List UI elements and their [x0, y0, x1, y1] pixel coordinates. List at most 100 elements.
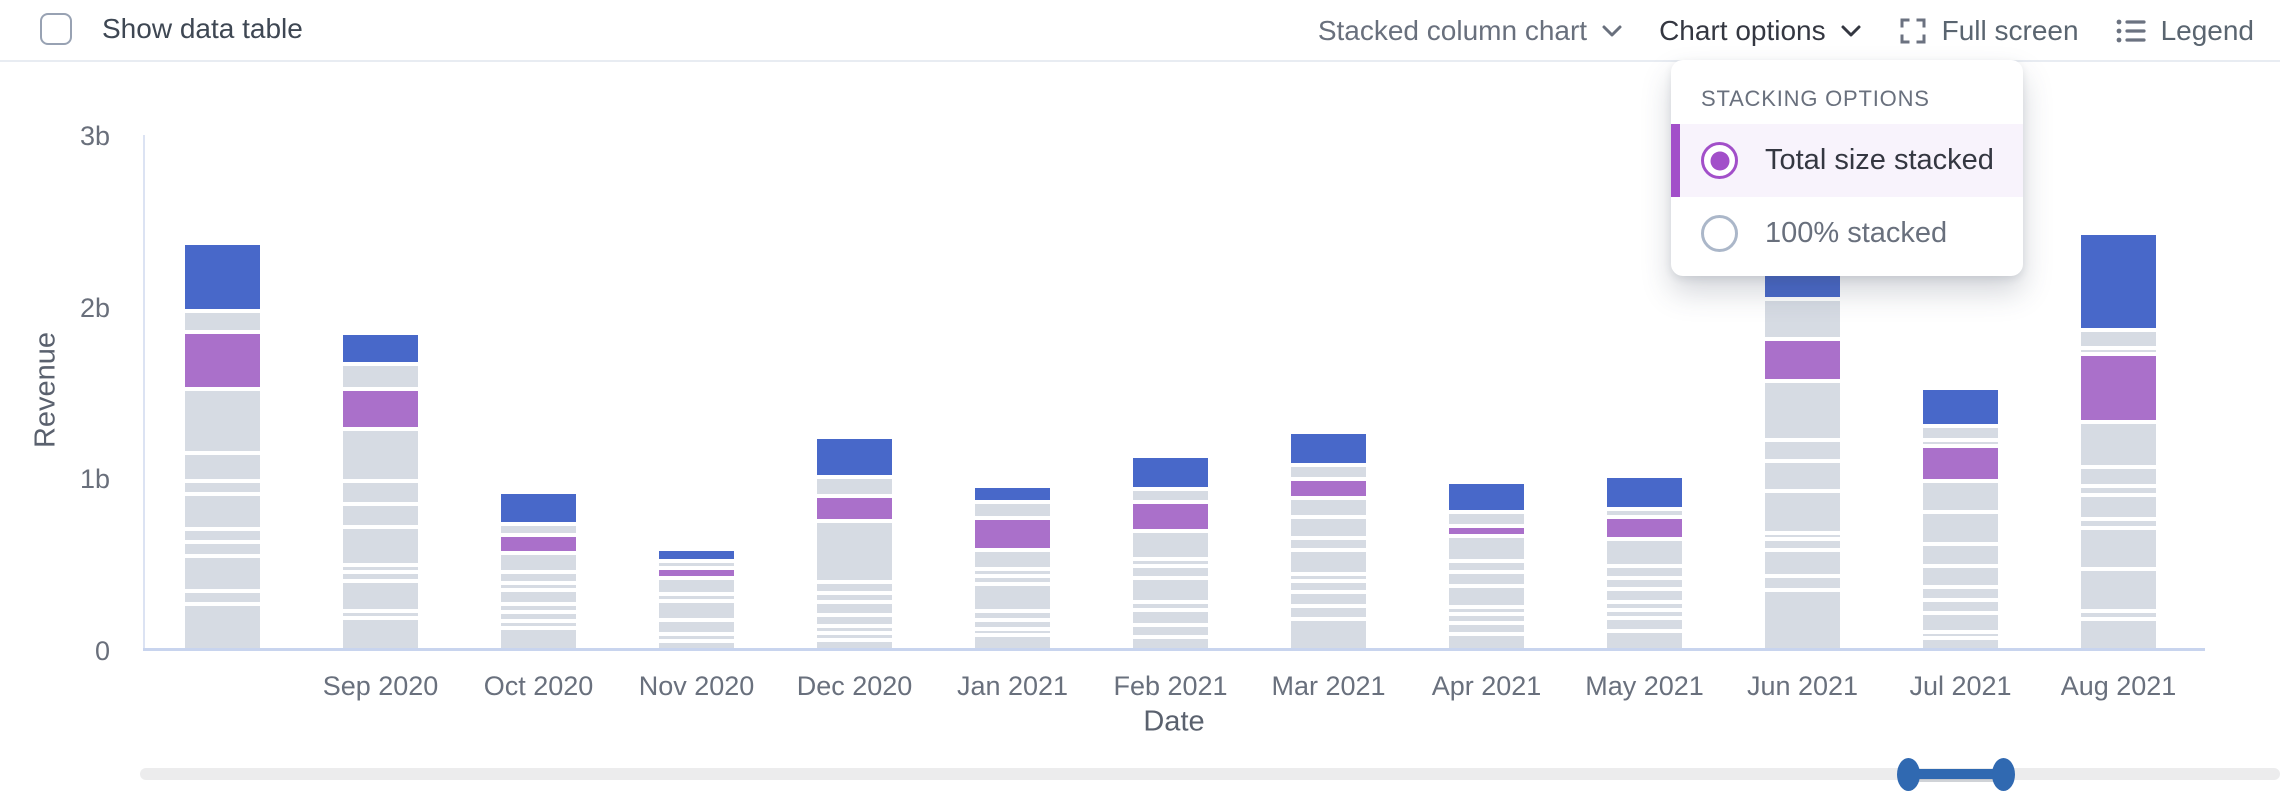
bar-segment-other-series-gray[interactable]: [1291, 540, 1366, 548]
bar-segment-highlight-blue[interactable]: [2081, 235, 2156, 328]
bar-segment-other-series-gray[interactable]: [1765, 301, 1840, 337]
bar-segment-highlight-blue[interactable]: [975, 488, 1050, 500]
bar-segment-other-series-gray[interactable]: [1291, 594, 1366, 604]
bar-segment-other-series-gray[interactable]: [343, 366, 418, 387]
bar-segment-other-series-gray[interactable]: [1923, 602, 1998, 611]
bar-segment-other-series-gray[interactable]: [975, 586, 1050, 609]
time-range-slider-selection[interactable]: [1908, 769, 2004, 779]
bar-segment-other-series-gray[interactable]: [1291, 500, 1366, 515]
bar-segment-other-series-gray[interactable]: [1449, 588, 1524, 605]
bar-segment-other-series-gray[interactable]: [1765, 578, 1840, 588]
bar-segment-other-series-gray[interactable]: [817, 617, 892, 624]
bar-segment-other-series-gray[interactable]: [659, 580, 734, 592]
bar-segment-other-series-gray[interactable]: [1133, 568, 1208, 576]
radio-unselected-icon[interactable]: [1701, 215, 1738, 252]
bar-segment-other-series-gray[interactable]: [1607, 604, 1682, 608]
bar-segment-other-series-gray[interactable]: [2081, 488, 2156, 493]
bar-segment-other-series-gray[interactable]: [2081, 621, 2156, 648]
bar-segment-other-series-gray[interactable]: [185, 391, 260, 451]
bar-segment-other-series-gray[interactable]: [1765, 383, 1840, 438]
bar-jan-2021[interactable]: [975, 488, 1050, 648]
bar-segment-other-series-gray[interactable]: [2081, 571, 2156, 609]
bar-segment-other-series-gray[interactable]: [1133, 580, 1208, 600]
bar-segment-other-series-gray[interactable]: [2081, 332, 2156, 346]
bar-segment-other-series-gray[interactable]: [1765, 535, 1840, 537]
bar-segment-other-series-gray[interactable]: [817, 584, 892, 591]
bar-segment-highlight-blue[interactable]: [817, 439, 892, 475]
bar-segment-other-series-gray[interactable]: [975, 622, 1050, 627]
bar-segment-other-series-gray[interactable]: [1291, 621, 1366, 648]
bar-segment-highlight-purple[interactable]: [817, 498, 892, 519]
bar-segment-highlight-blue[interactable]: [1449, 484, 1524, 510]
bar-segment-other-series-gray[interactable]: [1607, 591, 1682, 600]
bar-segment-other-series-gray[interactable]: [659, 636, 734, 639]
bar-segment-other-series-gray[interactable]: [1607, 541, 1682, 564]
bar-segment-other-series-gray[interactable]: [1291, 467, 1366, 477]
bar-segment-other-series-gray[interactable]: [2081, 530, 2156, 567]
bar-segment-other-series-gray[interactable]: [343, 613, 418, 616]
bar-segment-other-series-gray[interactable]: [1133, 639, 1208, 648]
bar-segment-other-series-gray[interactable]: [1449, 625, 1524, 632]
bar-segment-other-series-gray[interactable]: [1449, 563, 1524, 570]
time-range-slider-handle-left[interactable]: [1897, 758, 1920, 791]
bar-segment-other-series-gray[interactable]: [817, 642, 892, 648]
bar-segment-highlight-blue[interactable]: [659, 551, 734, 559]
bar-segment-highlight-purple[interactable]: [1449, 528, 1524, 534]
legend-button[interactable]: Legend: [2115, 15, 2254, 47]
bar-segment-other-series-gray[interactable]: [2081, 613, 2156, 617]
bar-segment-highlight-purple[interactable]: [975, 520, 1050, 548]
bar-segment-highlight-purple[interactable]: [659, 570, 734, 576]
bar-segment-other-series-gray[interactable]: [1923, 589, 1998, 598]
bar-segment-highlight-blue[interactable]: [1291, 434, 1366, 463]
bar-segment-other-series-gray[interactable]: [1765, 592, 1840, 648]
chart-options-dropdown[interactable]: Chart options: [1659, 15, 1862, 47]
bar-segment-other-series-gray[interactable]: [2081, 350, 2156, 352]
bar-segment-other-series-gray[interactable]: [975, 613, 1050, 618]
bar-segment-other-series-gray[interactable]: [501, 574, 576, 581]
bar-segment-highlight-blue[interactable]: [1765, 275, 1840, 297]
bar-segment-other-series-gray[interactable]: [975, 504, 1050, 516]
time-range-slider-handle-right[interactable]: [1992, 758, 2015, 791]
bar-segment-other-series-gray[interactable]: [1923, 514, 1998, 542]
bar-segment-other-series-gray[interactable]: [1923, 634, 1998, 636]
bar-segment-other-series-gray[interactable]: [185, 313, 260, 330]
bar-segment-other-series-gray[interactable]: [1923, 546, 1998, 564]
bar-segment-other-series-gray[interactable]: [817, 523, 892, 580]
bar-segment-highlight-blue[interactable]: [1923, 390, 1998, 424]
bar-segment-other-series-gray[interactable]: [2081, 497, 2156, 517]
bar-segment-other-series-gray[interactable]: [1923, 615, 1998, 630]
bar-segment-other-series-gray[interactable]: [1133, 627, 1208, 635]
bar-segment-other-series-gray[interactable]: [2081, 469, 2156, 484]
bar-segment-other-series-gray[interactable]: [1765, 463, 1840, 489]
bar-apr-2021[interactable]: [1449, 484, 1524, 648]
bar-segment-other-series-gray[interactable]: [1765, 541, 1840, 548]
bar-segment-other-series-gray[interactable]: [1607, 620, 1682, 629]
bar-segment-other-series-gray[interactable]: [1449, 609, 1524, 612]
bar-segment-other-series-gray[interactable]: [659, 603, 734, 618]
bar-mar-2021[interactable]: [1291, 434, 1366, 648]
bar-segment-highlight-purple[interactable]: [1765, 341, 1840, 379]
bar-segment-other-series-gray[interactable]: [501, 630, 576, 648]
bar-segment-other-series-gray[interactable]: [185, 558, 260, 589]
bar-jun-2021[interactable]: [1765, 275, 1840, 648]
bar-segment-highlight-purple[interactable]: [501, 537, 576, 551]
bar-segment-highlight-blue[interactable]: [343, 335, 418, 362]
bar-segment-highlight-purple[interactable]: [185, 334, 260, 387]
bar-segment-other-series-gray[interactable]: [975, 637, 1050, 648]
bar-segment-other-series-gray[interactable]: [1291, 552, 1366, 572]
bar-segment-highlight-purple[interactable]: [1133, 504, 1208, 529]
bar-segment-other-series-gray[interactable]: [1133, 561, 1208, 564]
bar-segment-other-series-gray[interactable]: [185, 496, 260, 527]
bar-segment-highlight-purple[interactable]: [343, 391, 418, 427]
bar-segment-highlight-purple[interactable]: [1607, 519, 1682, 537]
time-range-slider-track[interactable]: [140, 768, 2280, 780]
bar-segment-other-series-gray[interactable]: [1765, 493, 1840, 531]
bar-segment-other-series-gray[interactable]: [501, 614, 576, 619]
full-screen-button[interactable]: Full screen: [1898, 15, 2079, 47]
show-data-table-checkbox[interactable]: [40, 13, 72, 45]
bar-segment-other-series-gray[interactable]: [1291, 576, 1366, 579]
bar-segment-other-series-gray[interactable]: [2081, 424, 2156, 465]
bar-segment-other-series-gray[interactable]: [1923, 442, 1998, 444]
chart-type-dropdown[interactable]: Stacked column chart: [1318, 15, 1623, 47]
bar-segment-other-series-gray[interactable]: [2081, 521, 2156, 526]
